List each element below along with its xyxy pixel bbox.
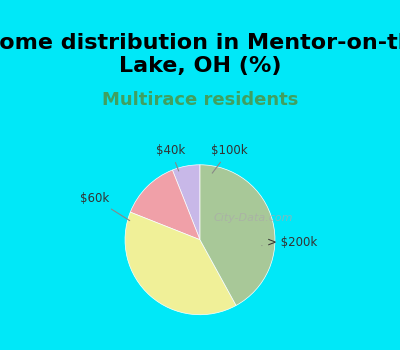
Text: $60k: $60k — [80, 192, 130, 220]
Text: > $200k: > $200k — [262, 236, 318, 249]
Wedge shape — [200, 165, 275, 306]
Text: Income distribution in Mentor-on-the-
Lake, OH (%): Income distribution in Mentor-on-the- La… — [0, 33, 400, 76]
Wedge shape — [172, 165, 200, 240]
Text: $100k: $100k — [211, 144, 248, 173]
Text: City-Data.com: City-Data.com — [213, 213, 293, 223]
Wedge shape — [125, 212, 236, 315]
Wedge shape — [130, 170, 200, 240]
Text: Multirace residents: Multirace residents — [102, 91, 298, 109]
Text: $40k: $40k — [156, 144, 186, 171]
